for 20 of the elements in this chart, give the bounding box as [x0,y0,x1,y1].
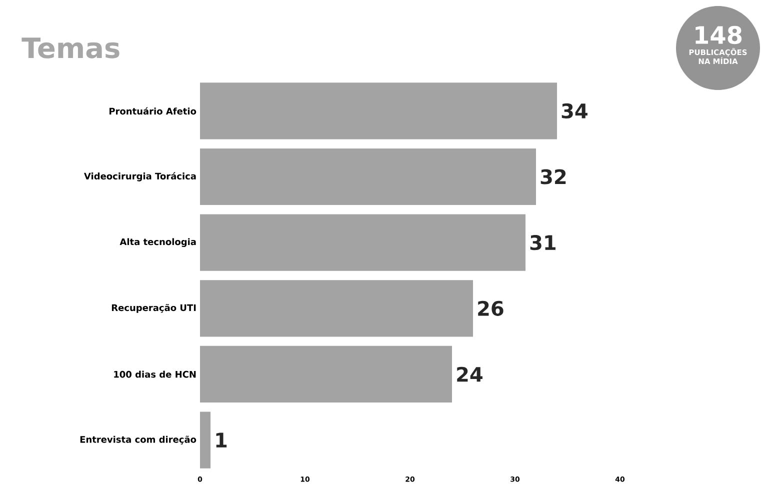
bar [200,412,211,468]
bar [200,280,473,337]
y-tick-label: Alta tecnologia [120,238,196,247]
bar [200,346,452,403]
y-tick-label: Entrevista com direção [80,436,196,444]
y-tick-label: Videocirurgia Torácica [84,172,196,182]
data-label: 24 [457,366,482,382]
bar [200,82,557,140]
text: 148 [696,26,742,44]
data-label: 31 [530,235,556,250]
data-label: 34 [562,103,588,118]
y-tick-label: 100 dias de HCN [114,370,196,378]
bar [200,148,536,206]
y-tick-label: Recuperação UTI [112,304,196,313]
data-label: 1 [216,432,227,448]
data-label: 26 [478,300,504,316]
data-label: 32 [540,169,566,184]
chart-title: Temas [22,38,120,58]
bar [200,214,526,271]
y-tick-label: Prontuário Afetio [110,107,196,115]
